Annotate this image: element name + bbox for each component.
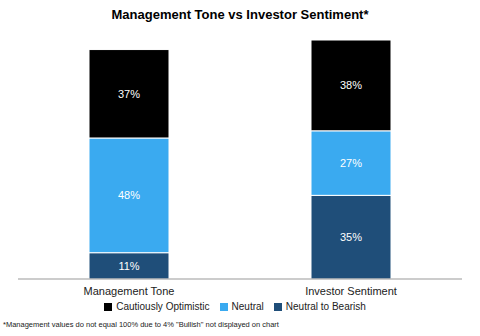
html-text:Cautiously Optimistic: Cautiously Optimistic xyxy=(116,301,210,312)
svg-text:Management Tone: Management Tone xyxy=(84,285,175,297)
svg-text:38%: 38% xyxy=(340,79,362,91)
svg-text:48%: 48% xyxy=(118,189,140,201)
svg-text:11%: 11% xyxy=(118,260,139,272)
svg-text:27%: 27% xyxy=(340,157,362,169)
svg-text:Investor Sentiment: Investor Sentiment xyxy=(305,285,397,297)
svg-text:37%: 37% xyxy=(118,88,140,100)
svg-text:35%: 35% xyxy=(340,231,362,243)
html-text:*Management values do not equa: *Management values do not equal 100% due… xyxy=(3,320,279,329)
html-text:Neutral: Neutral xyxy=(231,301,264,312)
html-text:Neutral to Bearish: Neutral to Bearish xyxy=(285,301,366,312)
html-text:Management Tone vs Investor Se: Management Tone vs Investor Sentiment* xyxy=(111,7,369,22)
